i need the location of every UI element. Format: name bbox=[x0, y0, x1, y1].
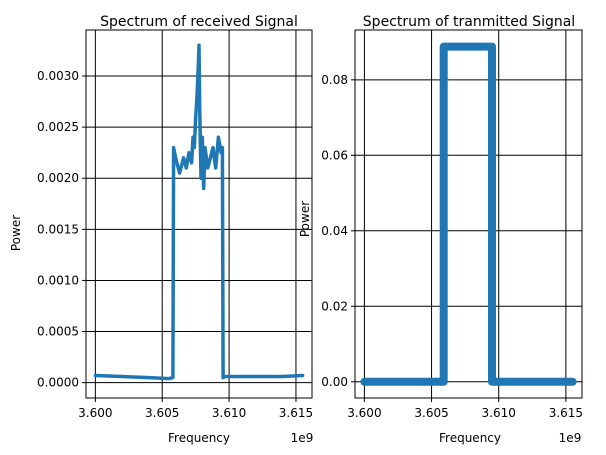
transmitted-x-tick-label: 3.610 bbox=[482, 406, 516, 420]
received-grid bbox=[86, 30, 312, 398]
received-y-tick-label: 0.0020 bbox=[37, 171, 79, 185]
transmitted-x-tick-label: 3.600 bbox=[347, 406, 381, 420]
received-x-tick-label: 3.615 bbox=[279, 406, 313, 420]
received-title: Spectrum of received Signal bbox=[100, 14, 298, 30]
received-x-tick-label: 3.610 bbox=[212, 406, 246, 420]
received-x-tick-label: 3.605 bbox=[145, 406, 179, 420]
transmitted-y-ticks: 0.00 0.02 0.04 0.06 0.08 bbox=[321, 73, 355, 389]
transmitted-x-tick-label: 3.615 bbox=[549, 406, 583, 420]
received-y-tick-label: 0.0015 bbox=[37, 222, 79, 236]
transmitted-y-tick-label: 0.08 bbox=[321, 73, 348, 87]
received-ylabel: Power bbox=[9, 215, 23, 251]
transmitted-grid bbox=[355, 30, 582, 398]
received-y-tick-label: 0.0000 bbox=[37, 376, 79, 390]
received-xlabel: Frequency bbox=[168, 431, 230, 445]
received-series-line bbox=[93, 43, 305, 381]
transmitted-y-tick-label: 0.02 bbox=[321, 299, 348, 313]
received-y-ticks: 0.0000 0.0005 0.0010 0.0015 0.0020 0.0025 0.00… bbox=[37, 69, 86, 390]
received-spectrum-axes: Spectrum of received Signal 3.600 3.605 3.… bbox=[9, 14, 313, 445]
transmitted-axes-frame bbox=[354, 29, 583, 399]
received-axes-frame bbox=[85, 29, 313, 399]
received-y-tick-label: 0.0005 bbox=[37, 325, 79, 339]
transmitted-x-offset: 1e9 bbox=[559, 431, 582, 445]
received-y-tick-label: 0.0030 bbox=[37, 69, 79, 83]
transmitted-y-tick-label: 0.00 bbox=[321, 375, 348, 389]
transmitted-y-tick-label: 0.04 bbox=[321, 224, 348, 238]
transmitted-x-ticks: 3.600 3.605 3.610 3.615 bbox=[347, 398, 583, 420]
received-x-offset: 1e9 bbox=[291, 431, 314, 445]
transmitted-y-tick-label: 0.06 bbox=[321, 148, 348, 162]
transmitted-ylabel: Power bbox=[298, 201, 312, 237]
received-y-tick-label: 0.0010 bbox=[37, 273, 79, 287]
received-y-tick-label: 0.0025 bbox=[37, 120, 79, 134]
received-series bbox=[93, 43, 305, 381]
transmitted-title: Spectrum of tranmitted Signal bbox=[363, 14, 575, 30]
transmitted-spectrum-axes: Spectrum of tranmitted Signal 3.600 3.605… bbox=[298, 14, 583, 445]
transmitted-xlabel: Frequency bbox=[439, 431, 501, 445]
transmitted-x-tick-label: 3.605 bbox=[414, 406, 448, 420]
transmitted-series bbox=[360, 42, 577, 386]
transmitted-series-line bbox=[360, 42, 577, 386]
received-x-tick-label: 3.600 bbox=[78, 406, 112, 420]
received-x-ticks: 3.600 3.605 3.610 3.615 bbox=[78, 398, 313, 420]
